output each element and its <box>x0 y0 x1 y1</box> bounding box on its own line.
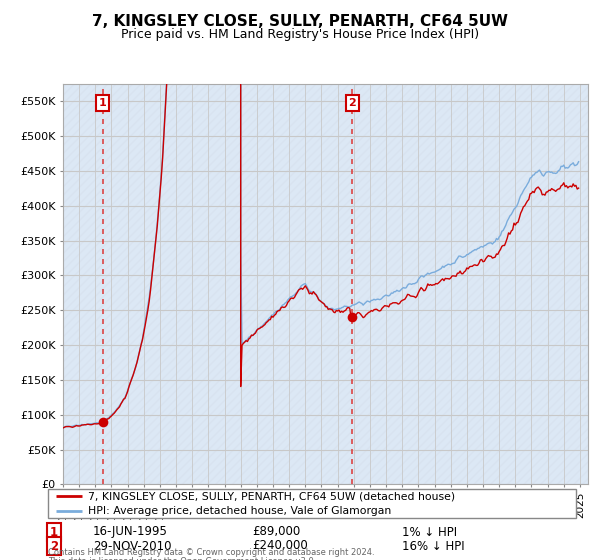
FancyBboxPatch shape <box>48 489 576 518</box>
Text: This data is licensed under the Open Government Licence v3.0.: This data is licensed under the Open Gov… <box>48 557 316 560</box>
Text: 7, KINGSLEY CLOSE, SULLY, PENARTH, CF64 5UW (detached house): 7, KINGSLEY CLOSE, SULLY, PENARTH, CF64 … <box>88 491 455 501</box>
Text: Contains HM Land Registry data © Crown copyright and database right 2024.: Contains HM Land Registry data © Crown c… <box>48 548 374 557</box>
Text: £89,000: £89,000 <box>252 525 300 539</box>
Text: Price paid vs. HM Land Registry's House Price Index (HPI): Price paid vs. HM Land Registry's House … <box>121 28 479 41</box>
Text: £240,000: £240,000 <box>252 539 308 553</box>
Text: 1: 1 <box>99 98 107 108</box>
Text: 1: 1 <box>50 525 58 539</box>
Text: 2: 2 <box>349 98 356 108</box>
Text: HPI: Average price, detached house, Vale of Glamorgan: HPI: Average price, detached house, Vale… <box>88 506 391 516</box>
Text: 7, KINGSLEY CLOSE, SULLY, PENARTH, CF64 5UW: 7, KINGSLEY CLOSE, SULLY, PENARTH, CF64 … <box>92 14 508 29</box>
Text: 1% ↓ HPI: 1% ↓ HPI <box>402 525 457 539</box>
Text: 29-NOV-2010: 29-NOV-2010 <box>93 539 172 553</box>
Text: 2: 2 <box>50 539 58 553</box>
Text: 16% ↓ HPI: 16% ↓ HPI <box>402 539 464 553</box>
Text: 16-JUN-1995: 16-JUN-1995 <box>93 525 168 539</box>
